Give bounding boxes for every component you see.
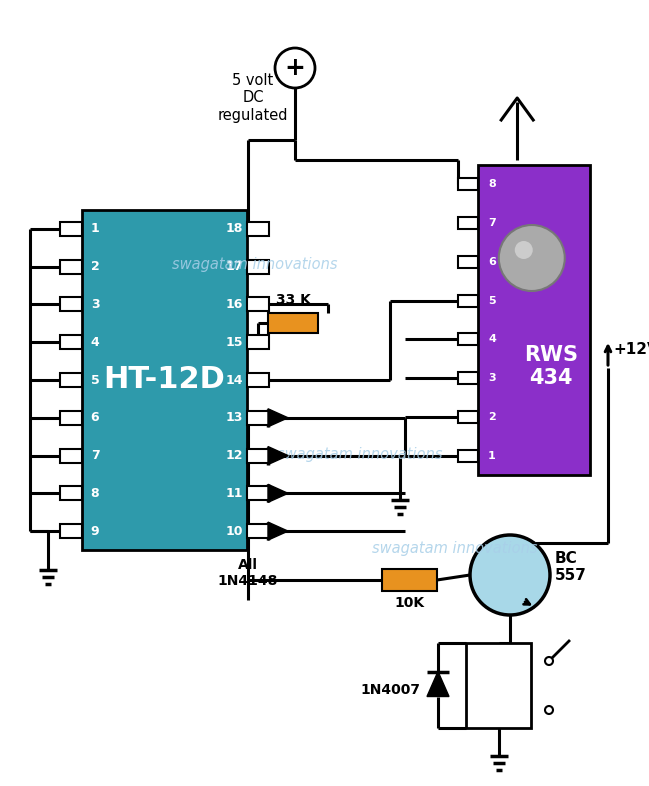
Text: 6: 6	[488, 257, 496, 267]
Text: 3: 3	[488, 373, 496, 383]
Text: 8: 8	[488, 179, 496, 189]
Text: +12V: +12V	[613, 343, 649, 358]
Text: 13: 13	[225, 411, 243, 424]
Text: swagatam innovations: swagatam innovations	[172, 258, 337, 273]
Text: BC
557: BC 557	[555, 551, 587, 583]
Text: RWS
434: RWS 434	[524, 345, 578, 388]
Circle shape	[515, 241, 533, 259]
Text: HT-12D: HT-12D	[104, 365, 225, 395]
Text: 1: 1	[91, 222, 99, 235]
Circle shape	[545, 706, 553, 714]
Text: 4: 4	[488, 334, 496, 344]
Polygon shape	[268, 484, 288, 502]
Bar	[466, 643, 531, 728]
Text: 2: 2	[91, 260, 99, 274]
Text: 5: 5	[91, 373, 99, 387]
Bar	[458, 217, 478, 230]
Circle shape	[275, 48, 315, 88]
Bar	[82, 210, 247, 550]
Bar	[60, 524, 82, 538]
Text: 10K: 10K	[395, 596, 424, 610]
Text: 8: 8	[91, 487, 99, 500]
Polygon shape	[268, 446, 288, 465]
Bar	[458, 411, 478, 423]
Text: 16: 16	[225, 298, 243, 311]
Bar	[247, 373, 269, 387]
Text: swagatam innovations: swagatam innovations	[373, 541, 538, 556]
Text: 6: 6	[91, 411, 99, 424]
Bar	[247, 487, 269, 501]
Bar	[247, 222, 269, 236]
Bar	[247, 411, 269, 424]
Bar	[247, 259, 269, 274]
Text: All
1N4148: All 1N4148	[218, 558, 278, 588]
Text: 17: 17	[225, 260, 243, 274]
Text: 12: 12	[225, 449, 243, 462]
Text: 1: 1	[488, 450, 496, 461]
Circle shape	[499, 225, 565, 291]
Bar	[458, 178, 478, 190]
Text: 14: 14	[225, 373, 243, 387]
Bar	[60, 222, 82, 236]
Text: 18: 18	[225, 222, 243, 235]
Bar	[247, 297, 269, 311]
Circle shape	[470, 535, 550, 615]
Bar	[247, 449, 269, 462]
Text: 5: 5	[488, 296, 496, 306]
Text: 7: 7	[91, 449, 99, 462]
Bar	[458, 372, 478, 384]
Bar	[247, 524, 269, 538]
Text: 15: 15	[225, 336, 243, 349]
Polygon shape	[268, 522, 288, 540]
Bar	[60, 259, 82, 274]
Text: 33 K: 33 K	[276, 293, 310, 307]
Bar	[60, 449, 82, 462]
Text: 2: 2	[488, 412, 496, 422]
Text: 4: 4	[91, 336, 99, 349]
Bar	[268, 314, 318, 333]
Bar	[478, 165, 590, 475]
Bar	[458, 333, 478, 345]
Bar	[458, 256, 478, 268]
Text: +: +	[284, 56, 306, 80]
Bar	[60, 297, 82, 311]
Bar	[382, 569, 437, 591]
Bar	[60, 411, 82, 424]
Bar	[458, 450, 478, 461]
Text: 1N4007: 1N4007	[360, 684, 420, 697]
Text: 7: 7	[488, 219, 496, 228]
Polygon shape	[427, 671, 449, 696]
Text: 9: 9	[91, 524, 99, 538]
Bar	[60, 373, 82, 387]
Text: 11: 11	[225, 487, 243, 500]
Text: 5 volt
DC
regulated: 5 volt DC regulated	[218, 73, 288, 123]
Bar	[60, 335, 82, 349]
Circle shape	[545, 657, 553, 665]
Polygon shape	[268, 409, 288, 427]
Bar	[60, 487, 82, 501]
Text: 3: 3	[91, 298, 99, 311]
Bar	[458, 295, 478, 307]
Text: swagatam innovations: swagatam innovations	[277, 447, 443, 462]
Text: 10: 10	[225, 524, 243, 538]
Bar	[247, 335, 269, 349]
